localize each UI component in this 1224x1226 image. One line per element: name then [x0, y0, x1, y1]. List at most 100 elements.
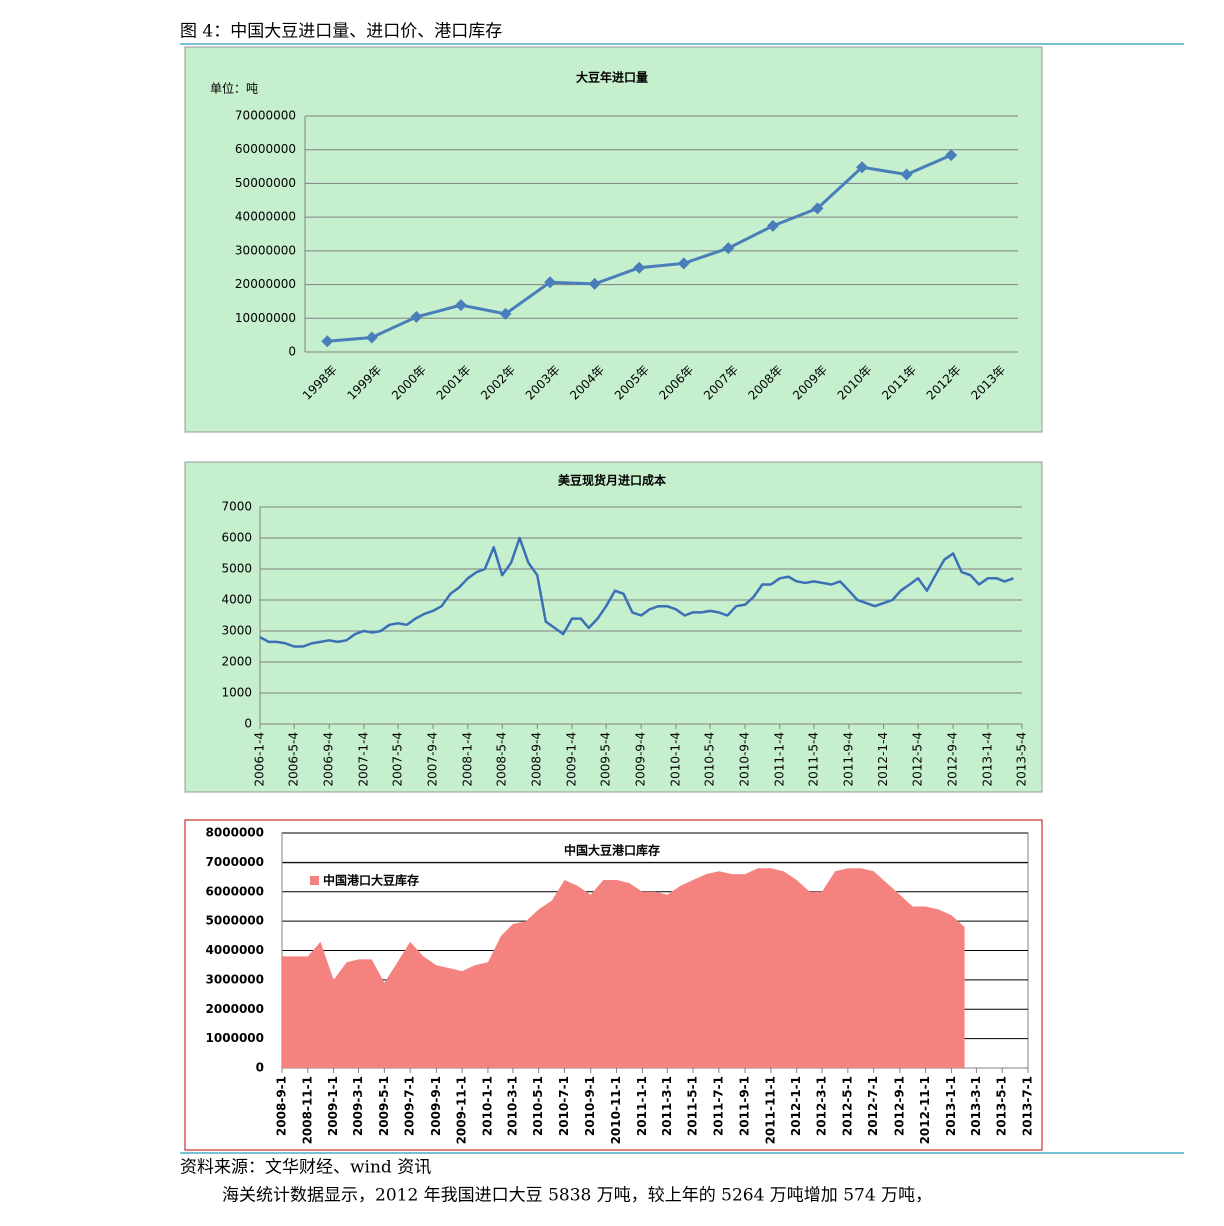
- x-tick-label: 2012-5-4: [911, 732, 925, 786]
- y-tick-label: 1000000: [206, 1031, 264, 1045]
- data-marker: [945, 149, 958, 162]
- x-tick-label: 2013-1-4: [980, 732, 994, 786]
- y-tick-label: 5000: [221, 562, 252, 576]
- x-tick-label: 2009-9-4: [634, 732, 648, 786]
- data-marker: [321, 335, 334, 348]
- chart-frame: [184, 46, 1043, 433]
- x-tick-label: 2010-3-1: [505, 1076, 519, 1136]
- x-tick-label: 2010-1-4: [668, 732, 682, 786]
- chart-title: 美豆现货月进口成本: [558, 473, 666, 488]
- x-tick-label: 2013-3-1: [969, 1076, 983, 1136]
- data-marker: [499, 307, 512, 320]
- y-tick-label: 0: [288, 345, 296, 359]
- x-tick-label: 2009-5-4: [599, 732, 613, 786]
- y-tick-label: 50000000: [235, 176, 296, 190]
- x-tick-label: 2009-9-1: [429, 1076, 443, 1136]
- x-tick-label: 2008-11-1: [300, 1076, 314, 1144]
- y-tick-label: 10000000: [235, 311, 296, 325]
- data-marker: [588, 277, 601, 290]
- x-tick-label: 2010-7-1: [557, 1076, 571, 1136]
- legend-swatch: [310, 876, 319, 885]
- x-tick-label: 2011-1-1: [635, 1076, 649, 1136]
- y-tick-label: 3000000: [206, 972, 264, 986]
- x-tick-label: 2012-7-1: [866, 1076, 880, 1136]
- y-tick-label: 6000: [221, 531, 252, 545]
- data-marker: [410, 310, 423, 323]
- y-tick-label: 3000: [221, 624, 252, 638]
- x-tick-label: 2009-5-1: [377, 1076, 391, 1136]
- x-tick-label: 2010-5-1: [531, 1076, 545, 1136]
- x-tick-label: 2011-9-4: [841, 732, 855, 786]
- y-tick-label: 8000000: [206, 826, 264, 840]
- source: 资料来源：文华财经、wind 资讯: [180, 1158, 431, 1178]
- x-tick-label: 2009-11-1: [455, 1076, 469, 1144]
- x-tick-label: 2009-3-1: [351, 1076, 365, 1136]
- x-tick-label: 2012-1-4: [876, 732, 890, 786]
- x-tick-label: 2007-5-4: [391, 732, 405, 786]
- y-tick-label: 4000: [221, 593, 252, 607]
- x-tick-label: 2010-1-1: [480, 1076, 494, 1136]
- x-tick-label: 2011-5-1: [686, 1076, 700, 1136]
- x-tick-label: 2012-9-4: [946, 732, 960, 786]
- x-tick-label: 2006-5-4: [287, 732, 301, 786]
- y-tick-label: 20000000: [235, 277, 296, 291]
- y-tick-label: 5000000: [206, 914, 264, 928]
- x-tick-label: 2008-1-4: [460, 732, 474, 786]
- figure-caption: 图 4：中国大豆进口量、进口价、港口库存: [180, 22, 502, 42]
- x-tick-label: 2008-9-1: [275, 1076, 289, 1136]
- y-tick-label: 6000000: [206, 884, 264, 898]
- x-tick-label: 2012-5-1: [840, 1076, 854, 1136]
- chart-title: 中国大豆港口库存: [564, 843, 660, 858]
- x-tick-label: 2012-3-1: [815, 1076, 829, 1136]
- body-text: 海关统计数据显示，2012 年我国进口大豆 5838 万吨，较上年的 5264 …: [222, 1186, 932, 1206]
- y-tick-label: 7000000: [206, 855, 264, 869]
- x-tick-label: 2010-5-4: [703, 732, 717, 786]
- data-area: [282, 868, 965, 1068]
- data-marker: [677, 257, 690, 270]
- x-tick-label: 2006-1-4: [253, 732, 267, 786]
- x-tick-label: 2010-11-1: [609, 1076, 623, 1144]
- data-marker: [633, 261, 646, 274]
- data-marker: [900, 168, 913, 181]
- y-tick-label: 4000000: [206, 943, 264, 957]
- y-tick-label: 2000: [221, 655, 252, 669]
- legend-label: 中国港口大豆库存: [323, 873, 419, 888]
- y-tick-label: 7000: [221, 500, 252, 514]
- x-tick-label: 2012-11-1: [918, 1076, 932, 1144]
- data-marker: [365, 331, 378, 344]
- x-tick-label: 2013-5-1: [995, 1076, 1009, 1136]
- y-tick-label: 70000000: [235, 109, 296, 123]
- y-tick-label: 30000000: [235, 243, 296, 257]
- x-tick-label: 2011-3-1: [660, 1076, 674, 1136]
- x-tick-label: 2008-9-4: [530, 732, 544, 786]
- data-line: [259, 536, 1014, 648]
- y-tick-label: 2000000: [206, 1002, 264, 1016]
- x-tick-label: 2008-5-4: [495, 732, 509, 786]
- y-tick-label: 40000000: [235, 210, 296, 224]
- data-marker: [722, 242, 735, 255]
- x-tick-label: 2009-7-1: [403, 1076, 417, 1136]
- x-tick-label: 2011-11-1: [763, 1076, 777, 1144]
- chart-title: 大豆年进口量: [576, 70, 648, 85]
- data-marker: [544, 276, 557, 289]
- y-tick-label: 0: [244, 717, 252, 731]
- x-tick-label: 2009-1-1: [326, 1076, 340, 1136]
- x-tick-label: 2011-1-4: [772, 732, 786, 786]
- x-tick-label: 2012-1-1: [789, 1076, 803, 1136]
- charts: 大豆年进口量单位：吨010000000200000003000000040000…: [206, 70, 1035, 1145]
- data-marker: [766, 219, 779, 232]
- x-tick-label: 2007-9-4: [426, 732, 440, 786]
- y-tick-label: 0: [256, 1061, 264, 1075]
- unit-label: 单位：吨: [210, 81, 258, 96]
- data-marker: [811, 202, 824, 215]
- x-tick-label: 2009-1-4: [564, 732, 578, 786]
- x-tick-label: 2012-9-1: [892, 1076, 906, 1136]
- x-tick-label: 2011-5-4: [806, 732, 820, 786]
- y-tick-label: 60000000: [235, 142, 296, 156]
- x-tick-label: 2013-1-1: [944, 1076, 958, 1136]
- x-tick-label: 2011-7-1: [711, 1076, 725, 1136]
- x-tick-label: 2010-9-4: [738, 732, 752, 786]
- x-tick-label: 2007-1-4: [356, 732, 370, 786]
- x-tick-label: 2013-7-1: [1021, 1076, 1035, 1136]
